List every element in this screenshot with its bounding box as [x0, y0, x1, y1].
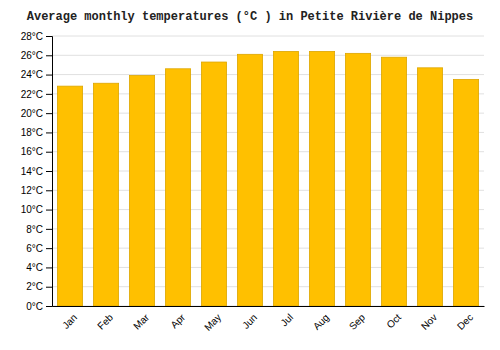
tick: 28°C: [21, 31, 52, 42]
tick: 26°C: [21, 50, 52, 61]
grid-line: [52, 55, 484, 56]
tick: Feb: [95, 311, 115, 331]
tick-mark: [46, 113, 52, 114]
bar: [309, 51, 334, 306]
tick: 10°C: [21, 204, 52, 215]
bar: [165, 69, 190, 306]
tick-mark: [46, 55, 52, 56]
tick-label: 22°C: [21, 89, 43, 100]
tick-label: Jan: [60, 312, 79, 331]
tick: Jul: [278, 312, 295, 329]
tick: 12°C: [21, 185, 52, 196]
tick-mark: [46, 210, 52, 211]
tick-label: Nov: [419, 312, 439, 332]
tick-label: 2°C: [26, 281, 43, 292]
tick-label: Aug: [311, 312, 331, 332]
x-axis: Jan Feb Mar Apr May Jun Jul Aug Sep Oct Nov Dec: [53, 307, 485, 333]
tick-label: Oct: [384, 312, 403, 331]
plot: 0°C 2°C 4°C 6°C 8°C 10°C 12°C 14°C 16°C 18°C 20°C 2…: [21, 31, 485, 333]
tick: Sep: [347, 311, 368, 332]
tick-label: Jun: [240, 312, 259, 331]
grid-line: [52, 36, 484, 37]
tick: Apr: [168, 311, 187, 330]
tick: Jan: [60, 312, 79, 331]
tick: 2°C: [26, 281, 52, 292]
tick-label: May: [202, 312, 223, 333]
tick-label: 28°C: [21, 31, 43, 42]
tick-label: 20°C: [21, 108, 43, 119]
tick-label: 26°C: [21, 50, 43, 61]
tick-label: 0°C: [26, 301, 43, 312]
tick-label: Mar: [131, 311, 151, 331]
tick-mark: [46, 94, 52, 95]
tick-label: Dec: [455, 312, 475, 332]
bar: [453, 79, 478, 306]
bar: [381, 57, 406, 306]
tick-label: Apr: [168, 311, 187, 330]
bar: [129, 76, 154, 306]
tick-label: 18°C: [21, 127, 43, 138]
tick: 0°C: [26, 301, 52, 312]
tick: Mar: [131, 311, 151, 331]
tick: May: [202, 312, 223, 333]
tick: 8°C: [26, 224, 52, 235]
bar: [93, 83, 118, 306]
tick: Nov: [419, 312, 439, 332]
tick-mark: [46, 190, 52, 191]
tick: Aug: [311, 312, 331, 332]
bar: [345, 53, 370, 306]
tick: Jun: [240, 312, 259, 331]
bar: [273, 51, 298, 306]
tick-mark: [46, 132, 52, 133]
tick-mark: [46, 267, 52, 268]
tick: 24°C: [21, 69, 52, 80]
tick-mark: [46, 36, 52, 37]
title: Average monthly temperatures (°C ) in Pe…: [27, 10, 473, 24]
y-axis: 0°C 2°C 4°C 6°C 8°C 10°C 12°C 14°C 16°C 18°C 20°C 2…: [21, 31, 53, 312]
tick-label: 14°C: [21, 166, 43, 177]
tick-label: 8°C: [26, 224, 43, 235]
tick: 6°C: [26, 243, 52, 254]
bar: [417, 68, 442, 306]
tick-mark: [46, 229, 52, 230]
tick: 14°C: [21, 166, 52, 177]
tick-label: Sep: [347, 311, 368, 332]
bar: [57, 86, 82, 306]
tick: 16°C: [21, 146, 52, 157]
tick-label: 16°C: [21, 146, 43, 157]
tick-label: 12°C: [21, 185, 43, 196]
bar: [237, 54, 262, 306]
tick-mark: [46, 75, 52, 76]
chart: 0°C 2°C 4°C 6°C 8°C 10°C 12°C 14°C 16°C 18°C 20°C 2…: [0, 0, 500, 350]
bar: [201, 62, 226, 306]
tick-mark: [46, 287, 52, 288]
tick-mark: [46, 306, 52, 307]
tick-mark: [46, 152, 52, 153]
bars: [57, 51, 478, 306]
tick-mark: [46, 248, 52, 249]
tick-mark: [46, 171, 52, 172]
tick-label: 24°C: [21, 69, 43, 80]
axis-line: [46, 37, 53, 307]
tick: 18°C: [21, 127, 52, 138]
tick: Dec: [455, 312, 475, 332]
tick-label: 4°C: [26, 262, 43, 273]
tick: 4°C: [26, 262, 52, 273]
tick-label: 10°C: [21, 204, 43, 215]
tick: Oct: [384, 312, 403, 331]
tick: 20°C: [21, 108, 52, 119]
axis-line: [53, 306, 485, 307]
tick: 22°C: [21, 89, 52, 100]
tick-label: 6°C: [26, 243, 43, 254]
tick-label: Jul: [278, 312, 295, 329]
tick-label: Feb: [95, 311, 115, 331]
grid: [52, 36, 484, 306]
